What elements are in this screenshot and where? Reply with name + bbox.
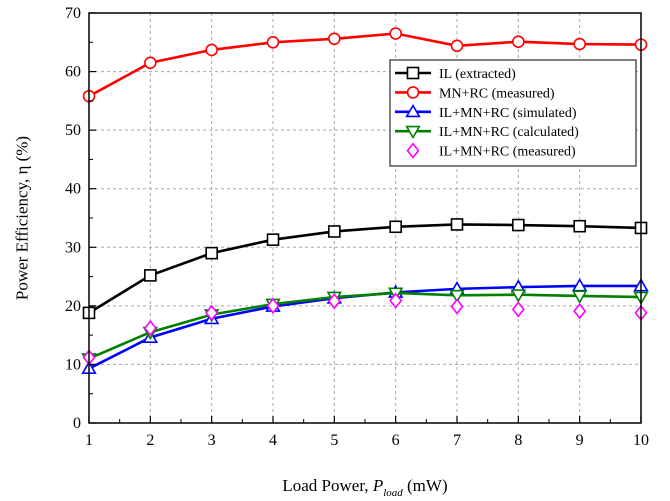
y-tick-label: 10 [65, 356, 81, 373]
data-point [266, 35, 280, 49]
data-point [389, 220, 402, 234]
data-point [450, 298, 464, 315]
y-axis-title: Power Efficiency, η (%) [13, 136, 32, 300]
series-1 [82, 27, 648, 103]
x-axis-title-main: Load Power, [282, 476, 372, 495]
x-tick-label: 7 [453, 432, 461, 449]
y-tick-label: 50 [65, 122, 81, 139]
data-point [573, 219, 586, 233]
data-point [511, 301, 525, 318]
x-axis-title-unit: (mW) [403, 476, 448, 495]
x-tick-label: 6 [392, 432, 400, 449]
x-tick-label: 3 [208, 432, 216, 449]
data-point [266, 297, 280, 315]
data-point [205, 304, 219, 322]
data-point [573, 302, 587, 320]
series-line [88, 291, 642, 360]
data-point [328, 225, 341, 238]
grid [89, 13, 641, 423]
axis-ticks: 1 2 3 4 5 6 7 8 9 10 0 10 20 30 40 50 60 70 [65, 5, 649, 449]
y-tick-label: 70 [65, 5, 81, 22]
data-point [450, 218, 464, 231]
series-4 [82, 292, 648, 366]
y-tick-label: 30 [65, 239, 81, 256]
data-point [144, 56, 157, 70]
legend-marker [405, 103, 421, 118]
data-point [573, 37, 586, 51]
data-point [389, 292, 403, 309]
data-point [510, 289, 527, 303]
series-layer [81, 27, 649, 375]
legend-item: IL+MN+RC (simulated) [395, 103, 577, 121]
data-point [205, 246, 218, 260]
legend-item: IL+MN+RC (measured) [406, 142, 576, 160]
data-point [327, 293, 341, 310]
legend-label: IL+MN+RC (calculated) [439, 125, 579, 140]
x-tick-label: 10 [633, 432, 649, 449]
series-line [88, 223, 642, 314]
data-point [571, 290, 588, 304]
legend-marker [406, 142, 420, 159]
legend-label: IL+MN+RC (measured) [439, 145, 576, 160]
data-point [450, 39, 464, 53]
data-point [143, 319, 157, 337]
data-point [205, 43, 218, 57]
x-axis-title-var: P [372, 476, 383, 495]
legend-label: MN+RC (measured) [439, 86, 555, 101]
legend-marker [406, 66, 420, 80]
legend: IL (extracted) MN+RC (measured) IL+MN+RC (… [389, 59, 637, 167]
x-tick-label: 2 [146, 432, 154, 449]
x-tick-label: 5 [330, 432, 338, 449]
data-point [512, 218, 525, 232]
series-0 [82, 218, 648, 320]
data-point [389, 27, 402, 40]
x-tick-label: 9 [576, 432, 584, 449]
x-tick-label: 1 [85, 432, 93, 449]
y-tick-label: 0 [73, 415, 81, 432]
legend-label: IL+MN+RC (simulated) [439, 106, 577, 121]
series-line [88, 32, 642, 98]
x-axis-title-sub: load [383, 487, 403, 499]
data-point [512, 35, 525, 49]
y-tick-label: 60 [65, 64, 81, 81]
y-tick-label: 40 [65, 181, 81, 198]
legend-label: IL (extracted) [439, 67, 516, 82]
legend-marker [406, 86, 420, 99]
y-tick-label: 20 [65, 298, 81, 315]
legend-item: IL (extracted) [395, 66, 516, 82]
legend-item: IL+MN+RC (calculated) [395, 125, 579, 140]
data-point [144, 269, 157, 282]
data-point [328, 32, 341, 46]
data-point [266, 233, 280, 246]
x-tick-label: 4 [269, 432, 277, 449]
legend-item: MN+RC (measured) [395, 86, 555, 101]
legend-marker [405, 125, 421, 140]
x-tick-label: 8 [514, 432, 522, 449]
x-axis-title: Load Power, Pload (mW) [282, 476, 447, 499]
data-point [449, 289, 465, 304]
series-3 [81, 287, 649, 367]
